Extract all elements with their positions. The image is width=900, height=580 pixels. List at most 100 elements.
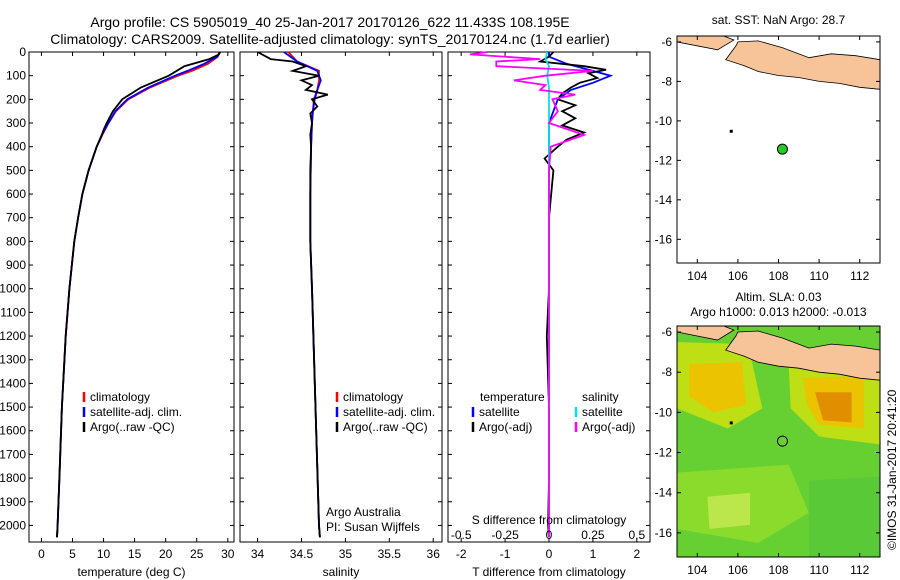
argo-float-marker	[776, 143, 788, 155]
lon-tick-label: 110	[810, 563, 829, 577]
map-title: Argo h1000: 0.013 h2000: -0.013	[690, 305, 866, 319]
annotation-pi: PI: Susan Wijffels	[326, 520, 420, 534]
legend-label: satellite-adj. clim.	[90, 405, 182, 419]
legend-label: climatology	[90, 390, 150, 404]
map-area	[677, 36, 880, 133]
lat-tick-label: -14	[655, 486, 673, 500]
series-line-argo-raw-qc-	[56, 51, 221, 538]
secondary-tick-label: 0.5	[628, 528, 645, 542]
x-tick-label: 36	[427, 547, 441, 561]
sst-map: 104 106 108 110 112 -6 -8 -10 -12 -14 -16 sat. SST:…	[655, 13, 881, 283]
sla-anomaly-patch	[707, 492, 751, 529]
imos-timestamp: ©IMOS 31-Jan-2017 20:41:20	[885, 389, 899, 550]
profile-panel-3: -2 -1 0 1 2 T difference from climatology	[447, 51, 651, 579]
lat-tick-label: -14	[655, 193, 673, 207]
y-tick-label: 1800	[0, 471, 26, 485]
lon-tick-label: 112	[850, 563, 869, 577]
lat-tick-label: -12	[655, 446, 673, 460]
legend-label: satellite	[479, 405, 520, 419]
x-tick-label: 35.5	[378, 547, 402, 561]
title-line-2: Climatology: CARS2009. Satellite-adjuste…	[50, 31, 610, 47]
lon-tick-label: 112	[850, 269, 869, 283]
legend-label: temperature	[480, 390, 545, 404]
legend-label: Argo(-adj)	[479, 420, 532, 434]
y-tick-label: 1500	[0, 400, 26, 414]
legend-label: Argo(..raw -QC)	[90, 420, 175, 434]
secondary-tick-label: -0.5	[451, 528, 472, 542]
sla-anomaly-patch	[815, 392, 852, 423]
lon-tick-label: 108	[768, 269, 788, 283]
y-tick-label: 800	[6, 234, 26, 248]
series-line-argo-adj-	[469, 51, 593, 538]
lat-tick-label: -10	[655, 114, 673, 128]
y-tick-label: 2000	[0, 518, 26, 532]
x-axis-label: temperature (deg C)	[77, 565, 185, 579]
lat-tick-label: -16	[655, 232, 673, 246]
secondary-tick-label: 0.25	[581, 528, 605, 542]
legend-label: satellite-adj. clim.	[343, 405, 435, 419]
lon-tick-label: 108	[768, 563, 788, 577]
x-tick-label: 35	[339, 547, 353, 561]
legend-label: salinity	[582, 390, 619, 404]
lon-tick-label: 106	[728, 269, 748, 283]
series-line-argo-raw-qc-	[257, 51, 329, 538]
panel-frame	[239, 51, 443, 543]
x-tick-label: -1	[500, 547, 511, 561]
lon-tick-label: 106	[728, 563, 748, 577]
christmas-island	[729, 421, 733, 425]
lon-tick-label: 110	[810, 269, 829, 283]
x-tick-label: 34	[251, 547, 265, 561]
land-java	[725, 40, 880, 90]
lat-tick-label: -12	[655, 153, 673, 167]
x-tick-label: 25	[190, 547, 204, 561]
lon-tick-label: 104	[687, 563, 707, 577]
y-tick-label: 1900	[0, 495, 26, 509]
secondary-tick-label: 0	[546, 528, 553, 542]
panel-frame	[28, 51, 235, 543]
y-tick-label: 600	[6, 187, 26, 201]
profile-panel-1: 0100200300400500600700800900100011001200…	[0, 45, 235, 579]
x-tick-label: 0	[546, 547, 553, 561]
y-tick-label: 400	[6, 140, 26, 154]
x-tick-label: 15	[128, 547, 142, 561]
x-tick-label: 34.5	[290, 547, 314, 561]
y-tick-label: 1300	[0, 353, 26, 367]
argo-float-marker	[776, 435, 788, 447]
lat-tick-label: -6	[661, 35, 672, 49]
x-axis-label: salinity	[323, 565, 360, 579]
map-title: Altim. SLA: 0.03	[735, 290, 821, 304]
christmas-island	[729, 129, 733, 133]
x-axis-label: T difference from climatology	[472, 565, 626, 579]
lat-tick-label: -10	[655, 405, 673, 419]
x-tick-label: 20	[159, 547, 173, 561]
land-sumatra	[677, 36, 735, 51]
x-tick-label: 10	[97, 547, 111, 561]
land-sumatra	[677, 326, 735, 341]
secondary-tick-label: -0.25	[491, 528, 519, 542]
y-tick-label: 500	[6, 163, 26, 177]
y-tick-label: 1000	[0, 282, 26, 296]
legend-label: satellite	[582, 405, 623, 419]
y-tick-label: 300	[6, 116, 26, 130]
legend-label: climatology	[343, 390, 403, 404]
lat-tick-label: -8	[661, 74, 672, 88]
y-tick-label: 900	[6, 258, 26, 272]
x-tick-label: 5	[69, 547, 76, 561]
land-java	[725, 330, 880, 381]
profile-panel-2: 34 34.5 35 35.5 36 salinity	[239, 51, 443, 579]
x-tick-label: -2	[456, 547, 467, 561]
legend-label: Argo(-adj)	[582, 420, 635, 434]
lon-tick-label: 104	[687, 269, 707, 283]
x-tick-label: 0	[38, 547, 45, 561]
x-tick-label: 2	[633, 547, 640, 561]
y-tick-label: 1700	[0, 447, 26, 461]
secondary-axis-label: S difference from climatology	[472, 513, 627, 527]
y-tick-label: 200	[6, 92, 26, 106]
y-tick-label: 1200	[0, 329, 26, 343]
y-tick-label: 1100	[0, 305, 26, 319]
lat-tick-label: -6	[661, 325, 672, 339]
map-area	[677, 326, 880, 557]
title-line-1: Argo profile: CS 5905019_40 25-Jan-2017 …	[90, 14, 570, 30]
y-tick-label: 100	[6, 69, 26, 83]
